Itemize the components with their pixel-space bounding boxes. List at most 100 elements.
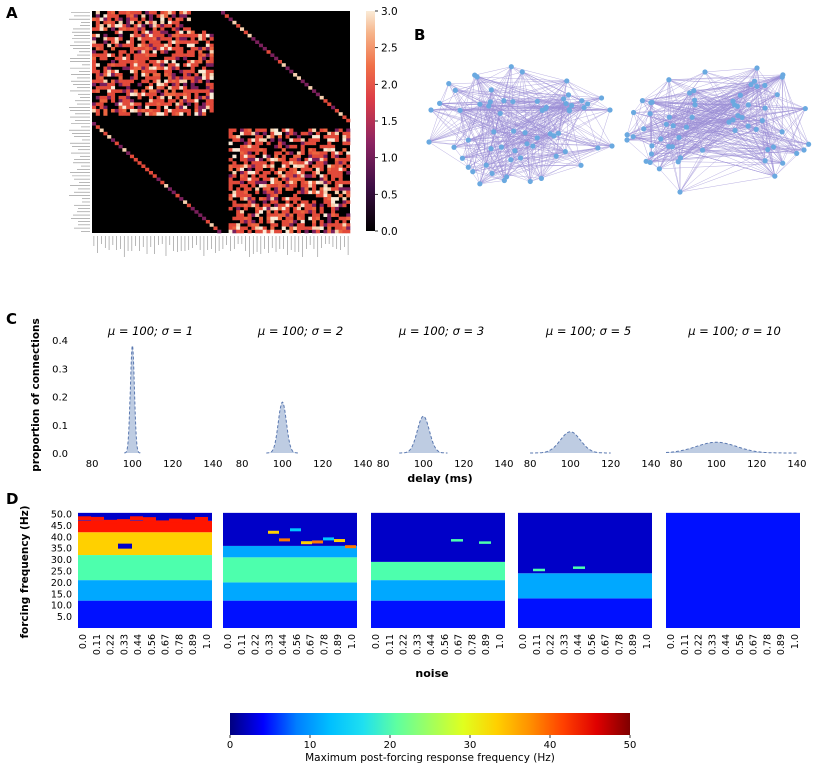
matrix-cell	[92, 69, 97, 74]
matrix-cell	[114, 14, 119, 18]
matrix-cell	[129, 66, 135, 71]
matrix-cell	[122, 82, 127, 87]
network-edge	[459, 110, 494, 132]
matrix-cell	[164, 56, 169, 61]
matrix-cell	[236, 226, 241, 231]
matrix-cell	[232, 193, 237, 198]
matrix-cell	[148, 11, 154, 15]
matrix-cell	[285, 174, 290, 178]
matrix-cell	[103, 79, 108, 84]
network-edge	[566, 80, 583, 101]
matrix-cell	[126, 27, 131, 31]
matrix-cell	[164, 50, 169, 54]
matrix-cell	[289, 203, 294, 208]
network-edge	[734, 94, 778, 131]
matrix-cell	[156, 43, 161, 48]
matrix-cell	[167, 73, 172, 77]
matrix-cell	[194, 102, 199, 106]
matrix-cell	[262, 197, 267, 201]
matrix-cell	[129, 37, 135, 41]
network-edge	[626, 115, 738, 141]
matrix-cell	[141, 40, 146, 44]
matrix-cell	[270, 223, 275, 227]
matrix-cell	[255, 210, 260, 214]
matrix-cell	[209, 102, 214, 106]
matrix-cell	[167, 99, 172, 103]
network-edge	[430, 109, 531, 182]
matrix-cell	[126, 105, 131, 110]
matrix-cell	[179, 112, 184, 116]
matrix-cell	[289, 131, 294, 136]
matrix-cell	[258, 157, 264, 162]
matrix-cell	[183, 79, 188, 84]
matrix-cell	[277, 187, 283, 191]
matrix-cell	[243, 154, 248, 159]
matrix-cell	[285, 219, 290, 224]
matrix-cell	[277, 167, 283, 172]
network-edge	[530, 151, 566, 182]
noise-tick-label: 0.78	[174, 634, 185, 655]
matrix-cell	[346, 187, 351, 191]
matrix-cell	[186, 33, 191, 38]
matrix-cell	[99, 43, 104, 48]
network-edge	[453, 133, 559, 148]
matrix-cell	[228, 197, 233, 201]
network-edge	[649, 113, 703, 151]
matrix-cell	[186, 27, 191, 31]
network-node	[426, 139, 432, 145]
matrix-cell	[126, 43, 131, 48]
network-edge	[666, 124, 805, 151]
matrix-cell	[141, 53, 146, 58]
matrix-cell	[202, 102, 207, 106]
matrix-cell	[281, 128, 286, 133]
network-node	[459, 155, 466, 161]
noise-tick-label: 0.22	[399, 634, 410, 655]
noise-tick-label: 1.0	[790, 634, 801, 649]
matrix-row-labels	[69, 12, 90, 232]
matrix-cell	[92, 82, 97, 87]
matrix-cell	[331, 223, 336, 227]
matrix-cell	[323, 128, 328, 133]
colorbar-tick-label: 1.5	[381, 116, 398, 128]
network-node	[607, 107, 613, 113]
matrix-cell	[126, 40, 131, 44]
matrix-cell	[190, 30, 195, 35]
matrix-cell	[293, 219, 298, 224]
matrix-cell	[171, 27, 176, 31]
matrix-cell	[186, 89, 191, 93]
matrix-cell	[141, 56, 146, 61]
matrix-cell	[133, 56, 138, 61]
noise-tick-label: 0.44	[133, 634, 144, 655]
matrix-cell	[315, 138, 320, 142]
matrix-cell	[236, 216, 241, 221]
network-edge	[520, 157, 531, 182]
matrix-cell	[327, 170, 332, 175]
matrix-cell	[171, 20, 176, 25]
network-edge	[642, 84, 752, 101]
matrix-cell	[232, 20, 237, 25]
matrix-cell	[342, 161, 347, 165]
matrix-cell	[293, 144, 298, 149]
matrix-cell	[270, 193, 275, 198]
noise-tick-label: 0.56	[147, 634, 158, 655]
response-x-label: noise	[415, 667, 448, 680]
matrix-cell	[243, 177, 248, 182]
matrix-cell	[179, 105, 184, 110]
matrix-cell	[99, 53, 104, 58]
network-node	[474, 74, 480, 80]
matrix-cell	[160, 46, 165, 51]
matrix-cell	[293, 177, 298, 182]
matrix-cell	[281, 167, 286, 172]
matrix-cell	[300, 203, 305, 208]
matrix-cell	[281, 148, 286, 152]
matrix-cell	[99, 86, 104, 90]
matrix-cell	[300, 216, 305, 221]
matrix-cell	[145, 20, 150, 25]
matrix-cell	[315, 167, 320, 172]
matrix-cell	[190, 50, 195, 54]
network-edge	[679, 175, 775, 193]
matrix-cell	[156, 46, 161, 51]
matrix-cell	[160, 99, 165, 103]
matrix-cell	[346, 131, 351, 136]
matrix-cell	[338, 226, 343, 231]
